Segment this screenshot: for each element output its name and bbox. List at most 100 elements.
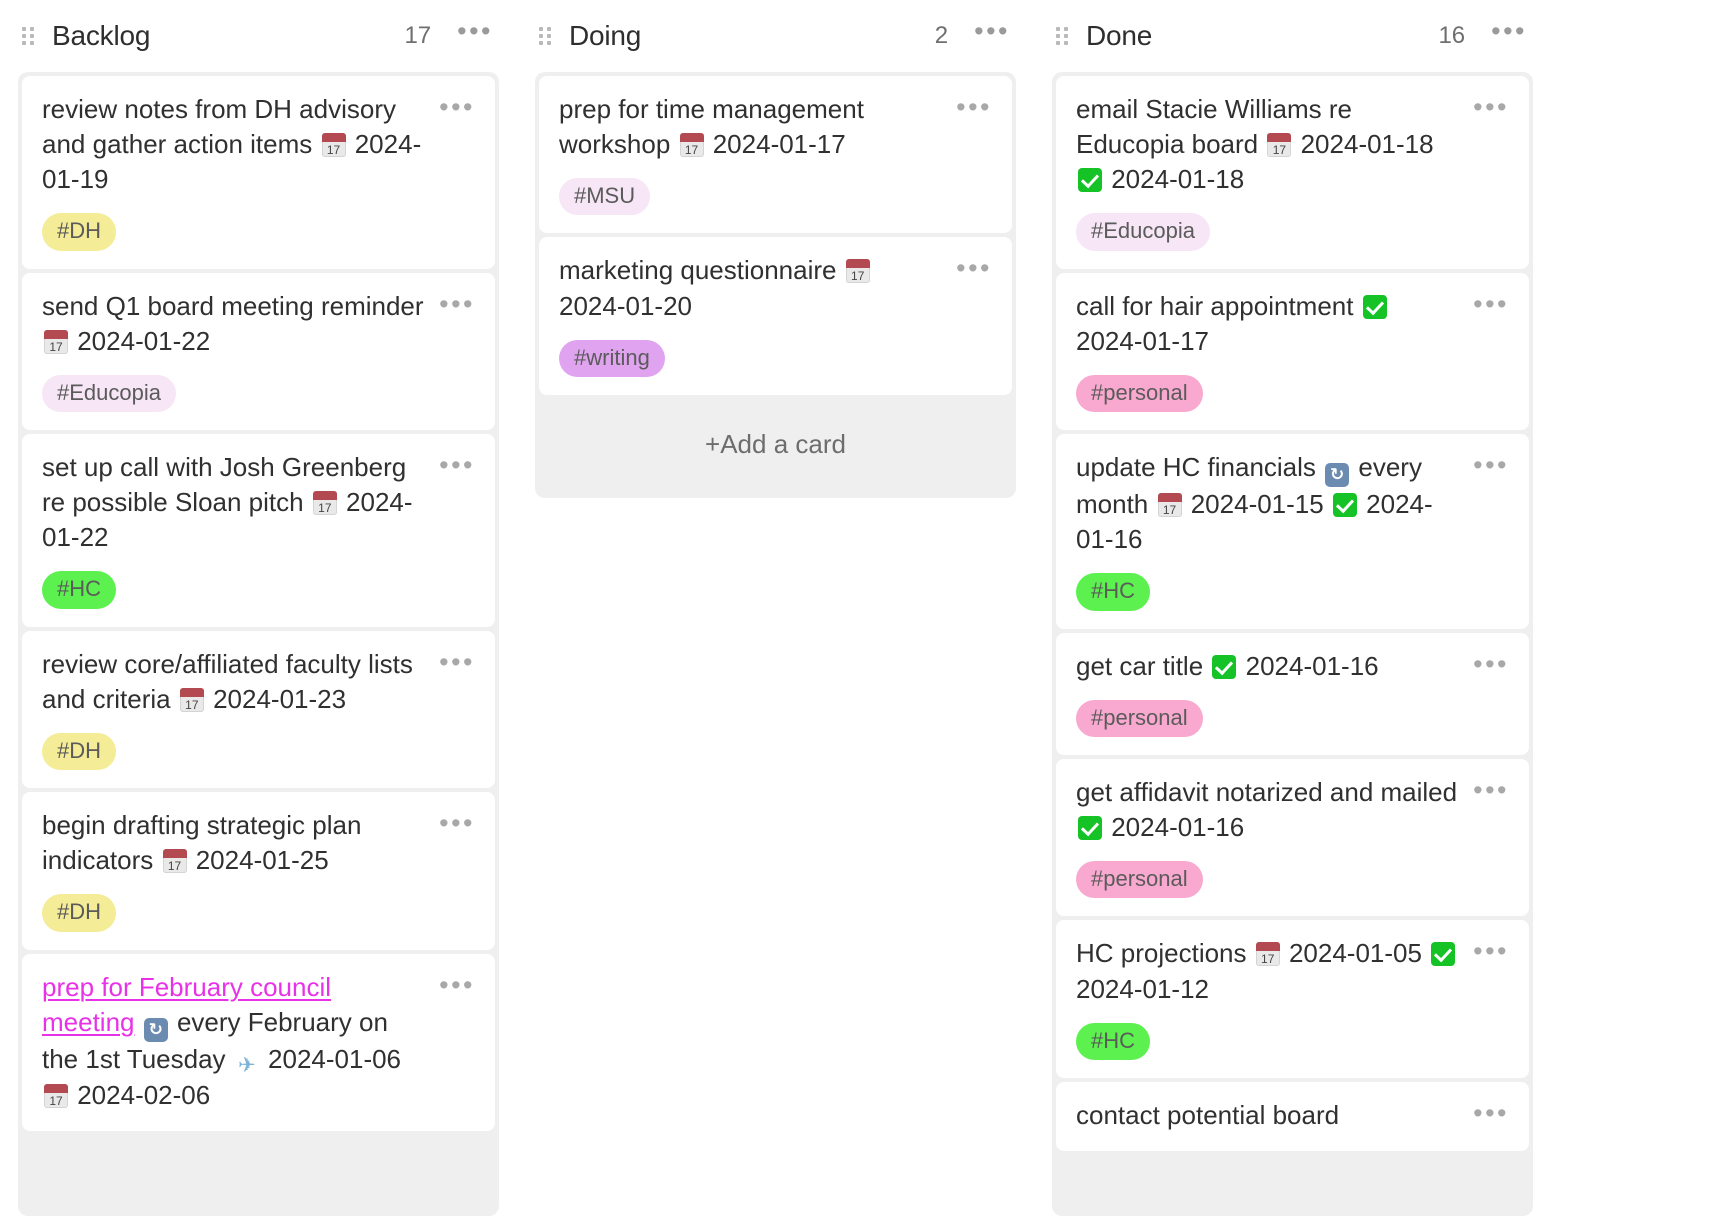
card-menu-icon[interactable]: ••• xyxy=(1473,774,1509,805)
card-body: prep for February council meeting every … xyxy=(42,970,425,1113)
tag-Educopia[interactable]: #Educopia xyxy=(1076,213,1210,251)
add-card-button[interactable]: +Add a card xyxy=(705,428,846,459)
tag-HC[interactable]: #HC xyxy=(42,571,117,609)
card-menu-icon[interactable]: ••• xyxy=(956,253,992,284)
check-icon xyxy=(1431,942,1456,967)
card[interactable]: prep for time management workshop 2024-0… xyxy=(539,76,1012,234)
column-card-count: 16 xyxy=(1438,22,1466,49)
card-title: review core/affiliated faculty lists and… xyxy=(42,647,425,717)
card-menu-icon[interactable]: ••• xyxy=(1473,1097,1509,1128)
tag-DH[interactable]: #DH xyxy=(42,213,117,251)
tag-Educopia[interactable]: #Educopia xyxy=(42,374,176,413)
calendar-icon xyxy=(321,133,346,158)
calendar-icon xyxy=(312,491,337,516)
column-title[interactable]: Done xyxy=(1086,20,1153,51)
drag-handle-icon[interactable] xyxy=(22,26,38,46)
card-body: set up call with Josh Greenberg re possi… xyxy=(42,450,425,609)
card-menu-icon[interactable]: ••• xyxy=(1473,92,1509,122)
tag-personal[interactable]: #personal xyxy=(1076,861,1203,899)
card[interactable]: email Stacie Williams re Educopia board … xyxy=(1056,76,1529,269)
card[interactable]: marketing questionnaire 2024-01-20 #writi… xyxy=(539,237,1012,395)
card-title: HC projections 2024-01-05 2024-01-12 xyxy=(1076,936,1459,1006)
card[interactable]: contact potential board ••• xyxy=(1056,1081,1529,1151)
calendar-icon xyxy=(1255,942,1280,967)
card-body: send Q1 board meeting reminder 2024-01-2… xyxy=(42,289,425,413)
card-tags: #personal xyxy=(1076,861,1459,899)
card-menu-icon[interactable]: ••• xyxy=(439,969,475,1000)
card-menu-icon[interactable]: ••• xyxy=(1473,450,1509,481)
card-title: set up call with Josh Greenberg re possi… xyxy=(42,450,425,555)
card-menu-icon[interactable]: ••• xyxy=(439,646,475,677)
card-body: begin drafting strategic plan indicators… xyxy=(42,808,425,932)
card[interactable]: get car title 2024-01-16 #personal ••• xyxy=(1056,632,1529,755)
card-title: prep for time management workshop 2024-0… xyxy=(559,92,942,162)
column-header-done: Done 16 ••• xyxy=(1052,0,1533,72)
card-menu-icon[interactable]: ••• xyxy=(439,288,475,319)
check-icon xyxy=(1212,654,1237,679)
plane-icon xyxy=(235,1054,259,1078)
column-header-doing: Doing 2 ••• xyxy=(535,0,1016,72)
card-tags: #HC xyxy=(42,571,425,609)
card-body: call for hair appointment 2024-01-17 #per… xyxy=(1076,289,1459,413)
card[interactable]: send Q1 board meeting reminder 2024-01-2… xyxy=(22,272,495,431)
check-icon xyxy=(1078,816,1102,841)
card[interactable]: call for hair appointment 2024-01-17 #per… xyxy=(1056,272,1529,431)
card-body: contact potential board xyxy=(1076,1098,1459,1133)
drag-handle-icon[interactable] xyxy=(539,26,555,46)
tag-HC[interactable]: #HC xyxy=(1076,573,1151,611)
card-menu-icon[interactable]: ••• xyxy=(1473,288,1509,319)
tag-DH[interactable]: #DH xyxy=(42,894,117,932)
tag-MSU[interactable]: #MSU xyxy=(559,178,651,216)
card-menu-icon[interactable]: ••• xyxy=(439,450,475,481)
repeat-icon xyxy=(143,1017,168,1042)
drag-handle-icon[interactable] xyxy=(1056,26,1072,46)
card-tags: #HC xyxy=(1076,573,1459,611)
card-menu-icon[interactable]: ••• xyxy=(1473,648,1509,679)
card-tags: #Educopia xyxy=(42,374,425,413)
column-cards-backlog: review notes from DH advisory and gather… xyxy=(18,72,499,1216)
column-title[interactable]: Doing xyxy=(569,20,642,51)
card-body: prep for time management workshop 2024-0… xyxy=(559,92,942,216)
card[interactable]: review notes from DH advisory and gather… xyxy=(22,76,495,269)
check-icon xyxy=(1078,168,1102,193)
column-menu-icon[interactable]: ••• xyxy=(974,16,1010,46)
tag-personal[interactable]: #personal xyxy=(1076,699,1203,737)
column-cards-done: email Stacie Williams re Educopia board … xyxy=(1052,72,1533,1216)
column-done: Done 16 ••• email Stacie Williams re Educop… xyxy=(1034,0,1551,1216)
tag-personal[interactable]: #personal xyxy=(1076,374,1203,413)
card[interactable]: HC projections 2024-01-05 2024-01-12 #HC •… xyxy=(1056,920,1529,1078)
repeat-icon xyxy=(1325,463,1350,488)
column-menu-icon[interactable]: ••• xyxy=(457,16,493,46)
card-title: get affidavit notarized and mailed 2024-… xyxy=(1076,776,1458,843)
card-menu-icon[interactable]: ••• xyxy=(956,92,992,122)
card-body: get car title 2024-01-16 #personal xyxy=(1076,649,1459,737)
card[interactable]: update HC financials every month 2024-01… xyxy=(1056,434,1529,629)
column-title[interactable]: Backlog xyxy=(52,20,151,51)
tag-writing[interactable]: #writing xyxy=(559,339,665,377)
calendar-icon xyxy=(845,259,870,284)
card-menu-icon[interactable]: ••• xyxy=(1473,936,1509,967)
card-title: prep for February council meeting every … xyxy=(42,970,425,1113)
card-tags: #HC xyxy=(1076,1022,1459,1060)
card-menu-icon[interactable]: ••• xyxy=(439,808,475,839)
column-backlog: Backlog 17 ••• review notes from DH advisor… xyxy=(0,0,517,1216)
column-cards-doing: prep for time management workshop 2024-0… xyxy=(535,72,1016,498)
card-title-link[interactable]: prep for February council meeting xyxy=(42,971,332,1037)
column-menu-icon[interactable]: ••• xyxy=(1491,16,1527,46)
column-card-count: 17 xyxy=(404,22,432,49)
card[interactable]: prep for February council meeting every … xyxy=(22,953,495,1131)
card[interactable]: begin drafting strategic plan indicators… xyxy=(22,792,495,950)
card-tags: #DH xyxy=(42,732,425,771)
card[interactable]: review core/affiliated faculty lists and… xyxy=(22,630,495,789)
calendar-icon xyxy=(1157,493,1182,518)
card-body: HC projections 2024-01-05 2024-01-12 #HC xyxy=(1076,936,1459,1060)
calendar-icon xyxy=(1267,133,1292,158)
card[interactable]: get affidavit notarized and mailed 2024-… xyxy=(1056,758,1529,917)
card[interactable]: set up call with Josh Greenberg re possi… xyxy=(22,434,495,627)
card-tags: #personal xyxy=(1076,699,1459,737)
card-menu-icon[interactable]: ••• xyxy=(439,92,475,122)
tag-HC[interactable]: #HC xyxy=(1076,1022,1151,1060)
check-icon xyxy=(1332,493,1357,518)
tag-DH[interactable]: #DH xyxy=(42,732,117,771)
